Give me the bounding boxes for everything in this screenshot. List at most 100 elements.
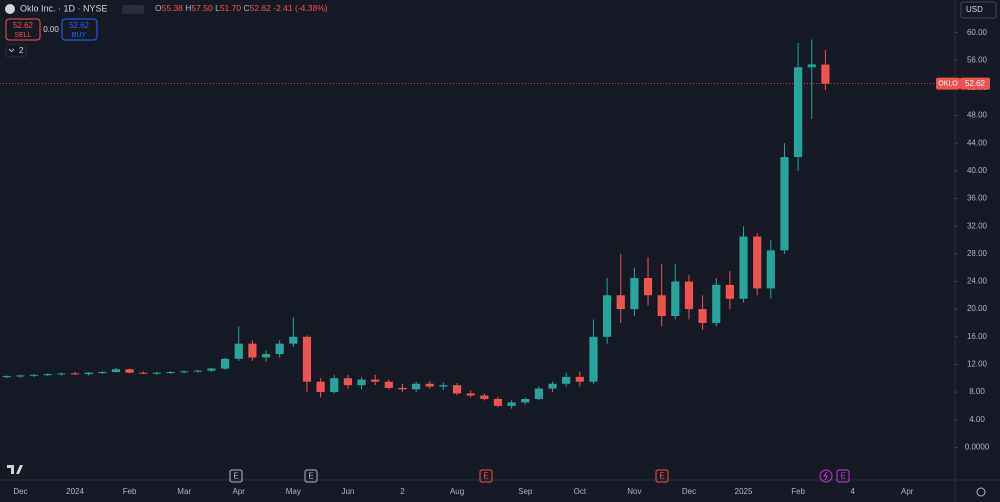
candle-body [70, 373, 80, 375]
candle-body [193, 370, 202, 372]
candle-body [180, 371, 189, 373]
candle-body [766, 250, 775, 289]
candle-body [343, 378, 352, 386]
candle-body [30, 374, 39, 376]
candle-body [521, 398, 530, 403]
dividend-icon[interactable] [819, 469, 833, 483]
candle-body [821, 64, 830, 84]
candle-body [2, 376, 11, 378]
y-tick-label: 8.00 [969, 387, 985, 396]
price-tag-label: 52.62 [965, 79, 986, 88]
candle-body [507, 402, 516, 406]
candle-body [466, 393, 475, 396]
candle-body [753, 236, 762, 289]
ticker-tag [936, 77, 960, 90]
h-value: 57.50 [191, 3, 213, 13]
candle-body [780, 157, 789, 251]
y-tick-label: 32.00 [967, 221, 988, 230]
event-marker[interactable] [479, 469, 493, 483]
candle-body [575, 376, 584, 382]
x-tick-label: May [286, 487, 301, 496]
ohlc: O55.38 H57.50 L51.70 C52.62 -2.41 (-4.38… [155, 3, 328, 13]
x-tick-label: Aug [450, 487, 464, 496]
x-tick-label: 2 [400, 487, 405, 496]
event-marker[interactable] [229, 469, 243, 483]
candle-body [357, 379, 366, 386]
y-tick-label: 16.00 [967, 332, 988, 341]
tv-logo-mark [7, 465, 23, 474]
y-tick-label: 44.00 [967, 138, 988, 147]
buy-label: BUY [72, 32, 87, 39]
candle-body [630, 278, 639, 310]
ticker-label: OKLO [938, 80, 958, 87]
chevron [8, 48, 15, 53]
buy-button[interactable] [61, 18, 98, 41]
candle-body [684, 281, 694, 310]
x-tick-label: 4 [850, 487, 855, 496]
candle-body [166, 372, 175, 374]
event-marker[interactable] [304, 469, 318, 483]
symbol-title: Oklo Inc. · 1D · NYSE [20, 3, 108, 13]
sell-label: SELL [14, 32, 31, 39]
candle-body [57, 373, 66, 375]
candle-body [384, 381, 393, 388]
candle-body [425, 383, 434, 387]
candle-body [330, 378, 339, 393]
o-label: O [155, 3, 162, 13]
indicator-icon[interactable] [122, 5, 144, 14]
x-tick-label: Nov [627, 487, 641, 496]
candle-body [589, 336, 598, 382]
l-value: 51.70 [220, 3, 242, 13]
candle-body [725, 284, 734, 299]
price-tag [960, 77, 990, 90]
y-tick-label: 4.00 [969, 415, 985, 424]
candle-body [739, 236, 748, 299]
candle-body [480, 395, 489, 399]
candle-body [603, 295, 612, 337]
logo [5, 4, 15, 14]
event-label: E [840, 472, 845, 481]
x-tick-label: Jun [341, 487, 354, 496]
l-label: L [215, 3, 220, 13]
candle-body [712, 284, 721, 323]
currency-button[interactable] [960, 1, 997, 19]
y-tick-label: 28.00 [967, 249, 988, 258]
candle-body [412, 383, 421, 390]
x-tick-label: Dec [13, 487, 27, 496]
candle-body [98, 372, 107, 374]
candle-body [548, 383, 557, 389]
indicator-count: 2 [19, 46, 24, 55]
sell-button[interactable] [5, 18, 41, 41]
candle-body [562, 376, 571, 384]
spread: 0.00 [43, 25, 59, 34]
y-tick-label: 48.00 [967, 111, 988, 120]
y-tick-label: 12.00 [967, 360, 988, 369]
y-tick-label: 24.00 [967, 277, 988, 286]
settings-icon[interactable] [976, 487, 986, 497]
event-marker[interactable] [655, 469, 669, 483]
candle-body [398, 387, 407, 390]
candle-body [493, 398, 503, 406]
y-tick-label: 20.00 [967, 304, 988, 313]
h-label: H [185, 3, 191, 13]
x-tick-label: Apr [233, 487, 246, 496]
candle-body [16, 375, 25, 377]
event-label: E [308, 472, 313, 481]
currency: USD [966, 5, 983, 14]
x-tick-label: Feb [123, 487, 137, 496]
x-tick-label: Dec [682, 487, 696, 496]
candle-body [111, 369, 121, 373]
candle-body [207, 368, 216, 371]
event-label: E [659, 472, 664, 481]
candle-body [139, 372, 148, 374]
collapse-button[interactable] [5, 43, 27, 58]
candle-body [534, 388, 543, 399]
event-label: E [483, 472, 488, 481]
candle-body [316, 381, 325, 393]
x-tick-label: Mar [177, 487, 191, 496]
y-tick-label: 56.00 [967, 55, 988, 64]
event-label: E [233, 472, 238, 481]
candle-body [657, 295, 666, 317]
event-marker[interactable] [836, 469, 850, 483]
tv-logo [8, 462, 11, 477]
